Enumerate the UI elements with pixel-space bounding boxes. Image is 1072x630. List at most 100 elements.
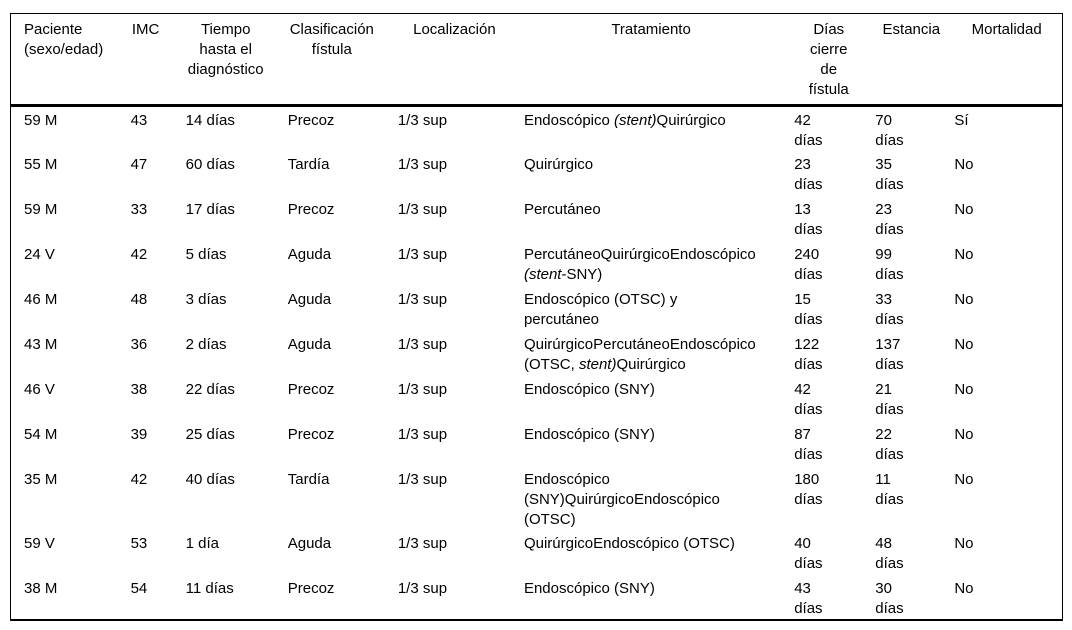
cell-text: 3 días <box>185 291 227 308</box>
cell-estancia: 33 días <box>871 286 951 331</box>
header-text: de <box>820 61 838 78</box>
cell-text: días <box>875 356 904 373</box>
treatment-line: Percutáneo <box>524 200 749 220</box>
treatment-line: QuirúrgicoPercutáneoEndoscópico <box>524 335 756 355</box>
table-row: 59 M 33 17 días Precoz 1/3 sup Percutáneo 13 dí… <box>11 196 1063 241</box>
cell-text: días <box>794 132 823 149</box>
cell-tratamiento: PercutáneoQuirúrgicoEndoscópico (stent-SN… <box>516 241 786 286</box>
cell-estancia: 22 días <box>871 421 951 466</box>
cell-text: 54 M <box>24 426 58 443</box>
cell-clasificacion: Precoz <box>271 575 393 620</box>
treatment-line: Endoscópico (SNY) <box>524 380 749 400</box>
cell-imc: 42 <box>111 241 181 286</box>
cell-text: Sí <box>954 112 969 129</box>
cell-text: 87 <box>794 426 811 443</box>
cell-text: 35 M <box>24 471 58 488</box>
cell-paciente: 59 M <box>11 196 111 241</box>
cell-text: 1/3 sup <box>397 246 448 263</box>
treatment-term-italic: stent) <box>578 356 617 373</box>
cell-estancia: 70 días <box>871 106 951 152</box>
cell-text: días <box>875 446 904 463</box>
cell-text: 5 días <box>185 246 227 263</box>
col-header-imc: IMC <box>110 13 181 107</box>
cell-text: 54 <box>130 580 148 597</box>
table-row: 35 M 42 40 días Tardía 1/3 sup Endoscópico (SN… <box>11 466 1063 530</box>
cell-tiempo: 14 días <box>181 106 271 152</box>
cell-text: 43 M <box>24 336 58 353</box>
cell-mortalidad: No <box>951 530 1062 575</box>
cell-text: 30 <box>875 580 892 597</box>
cell-text: días <box>875 401 904 418</box>
cell-text: No <box>954 201 974 218</box>
cell-text: Precoz <box>287 381 335 398</box>
table-row: 59 V 53 1 día Aguda 1/3 sup QuirúrgicoEndoscó… <box>11 530 1063 575</box>
treatment-term: Endoscópico (SNY) <box>523 580 655 597</box>
cell-text: 1/3 sup <box>397 156 448 173</box>
cell-text: 40 días <box>185 471 235 488</box>
cell-text: 42 <box>130 471 148 488</box>
treatment-line: Endoscópico (stent)Quirúrgico <box>524 111 749 131</box>
cell-text: No <box>954 156 974 173</box>
cell-tiempo: 5 días <box>181 241 271 286</box>
treatment-term: QuirúrgicoPercutáneoEndoscópico <box>523 336 756 353</box>
cell-dias_cierre: 13 días <box>786 196 871 241</box>
treatment-term: -SNY) <box>561 266 603 283</box>
cell-clasificacion: Precoz <box>271 106 393 152</box>
cell-clasificacion: Tardía <box>271 466 393 530</box>
header-text: Paciente <box>24 21 83 38</box>
cell-mortalidad: No <box>951 466 1062 530</box>
cell-text: 55 M <box>24 156 58 173</box>
cell-text: 99 <box>875 246 892 263</box>
cell-text: días <box>794 311 823 328</box>
cell-text: 22 <box>875 426 892 443</box>
cell-text: 11 días <box>185 580 234 597</box>
col-header-tratamiento: Tratamiento <box>515 13 787 107</box>
col-header-tiempo: Tiempo hasta el diagnóstico <box>180 13 271 107</box>
treatment-line: Quirúrgico <box>524 155 749 175</box>
cell-text: 1/3 sup <box>397 471 448 488</box>
cell-text: 39 <box>130 426 148 443</box>
cell-dias_cierre: 240 días <box>786 241 871 286</box>
patients-table: Paciente (sexo/edad) IMC Tiempo hasta el diag… <box>10 13 1063 621</box>
treatment-line: (SNY)QuirúrgicoEndoscópico <box>524 490 749 510</box>
cell-paciente: 35 M <box>11 466 111 530</box>
cell-text: 70 <box>875 112 892 129</box>
cell-text: 38 M <box>24 580 58 597</box>
cell-estancia: 30 días <box>871 575 951 620</box>
cell-localizacion: 1/3 sup <box>393 331 516 376</box>
cell-dias_cierre: 23 días <box>786 151 871 196</box>
cell-mortalidad: No <box>951 241 1062 286</box>
cell-text: 1/3 sup <box>397 112 448 129</box>
cell-text: 38 <box>130 381 148 398</box>
cell-tratamiento: QuirúrgicoEndoscópico (OTSC) <box>516 530 786 575</box>
cell-text: 33 <box>130 201 148 218</box>
cell-text: 11 <box>875 471 891 488</box>
table-row: 46 M 48 3 días Aguda 1/3 sup Endoscópico (OTS… <box>11 286 1063 331</box>
treatment-term: (OTSC) <box>523 511 576 528</box>
table-row: 55 M 47 60 días Tardía 1/3 sup Quirúrgico 23 dí… <box>11 151 1063 196</box>
cell-text: 42 <box>794 381 811 398</box>
cell-dias_cierre: 87 días <box>786 421 871 466</box>
treatment-term-italic: (stent) <box>614 112 657 129</box>
col-header-localizacion: Localización <box>392 13 516 107</box>
cell-text: 53 <box>130 535 148 552</box>
cell-tiempo: 25 días <box>181 421 271 466</box>
cell-text: 180 <box>794 471 820 488</box>
cell-tratamiento: Quirúrgico <box>516 151 786 196</box>
cell-text: No <box>954 336 974 353</box>
cell-estancia: 99 días <box>871 241 951 286</box>
cell-text: 59 M <box>24 112 58 129</box>
header-text: Localización <box>413 21 496 38</box>
cell-text: Aguda <box>287 246 332 263</box>
cell-paciente: 46 M <box>11 286 111 331</box>
header-text: cierre <box>809 41 848 58</box>
header-text: Tiempo <box>200 21 251 38</box>
cell-imc: 53 <box>111 530 181 575</box>
treatment-line: QuirúrgicoEndoscópico (OTSC) <box>524 534 749 554</box>
cell-text: 22 días <box>185 381 235 398</box>
cell-text: 42 <box>794 112 811 129</box>
cell-text: 48 <box>875 535 892 552</box>
cell-text: 15 <box>794 291 811 308</box>
cell-text: días <box>794 555 823 572</box>
cell-text: Precoz <box>287 112 335 129</box>
